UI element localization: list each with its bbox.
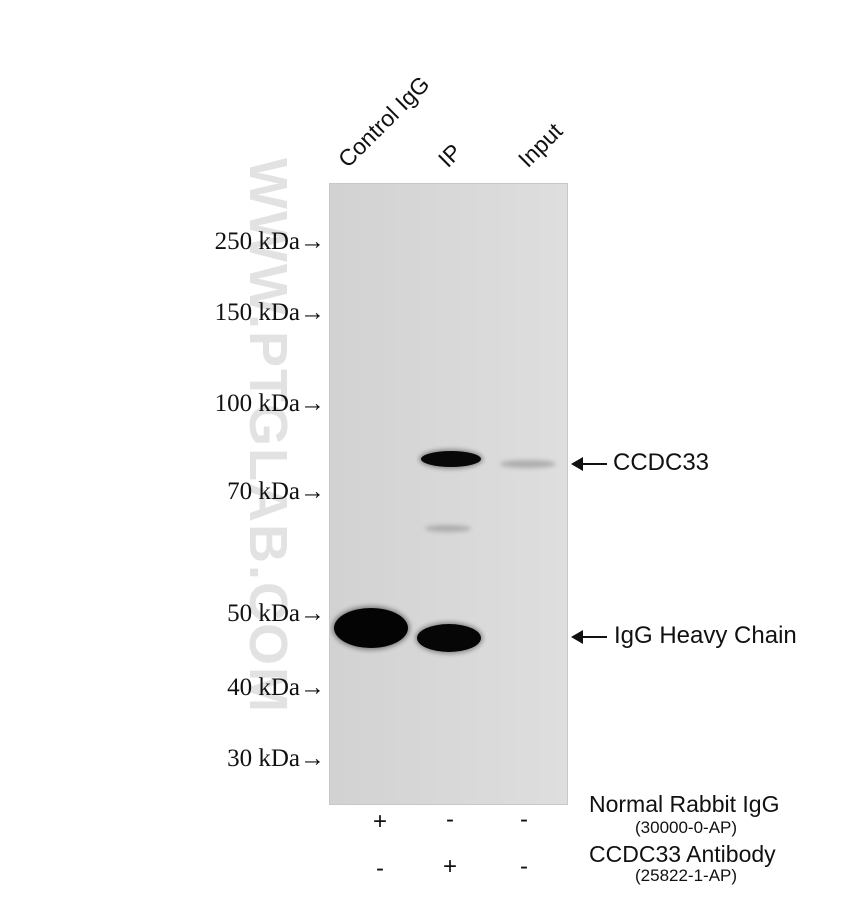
reagent-normal-rabbit-igg: Normal Rabbit IgG xyxy=(589,791,780,817)
heavy-chain-arrow xyxy=(571,630,607,644)
ccdc33-label: CCDC33 xyxy=(613,449,710,476)
minor-band-ip xyxy=(425,525,471,532)
sign-row1-lane3: - xyxy=(520,806,528,833)
lane-label-input: Input xyxy=(512,117,568,173)
catalog-normal-rabbit-igg: (30000-0-AP) xyxy=(635,818,738,837)
blot-membrane xyxy=(329,183,568,805)
igg-heavy-band-ip xyxy=(417,624,481,652)
heavy-chain-label: IgG Heavy Chain xyxy=(614,622,797,649)
marker-50: 50 kDa→ xyxy=(227,600,325,627)
marker-40: 40 kDa→ xyxy=(227,674,325,701)
sign-row2-lane3: - xyxy=(520,853,528,880)
lane-label-ip: IP xyxy=(432,138,467,173)
ccdc33-band-input xyxy=(500,460,556,468)
marker-30: 30 kDa→ xyxy=(227,745,325,772)
sign-row1-lane1: + xyxy=(372,808,387,835)
marker-150: 150 kDa→ xyxy=(214,299,325,326)
ccdc33-arrow xyxy=(571,457,607,471)
marker-70: 70 kDa→ xyxy=(227,478,325,505)
sign-row2-lane1: - xyxy=(376,855,384,882)
ccdc33-band-ip xyxy=(421,451,481,467)
catalog-ccdc33-antibody: (25822-1-AP) xyxy=(635,866,738,885)
igg-heavy-band-control xyxy=(334,608,408,648)
lane-label-control-igg: Control IgG xyxy=(332,70,435,173)
marker-100: 100 kDa→ xyxy=(214,390,325,417)
reagent-ccdc33-antibody: CCDC33 Antibody xyxy=(589,841,776,867)
marker-250: 250 kDa→ xyxy=(214,228,325,255)
sign-row1-lane2: - xyxy=(446,806,454,833)
sign-row2-lane2: + xyxy=(442,853,457,880)
